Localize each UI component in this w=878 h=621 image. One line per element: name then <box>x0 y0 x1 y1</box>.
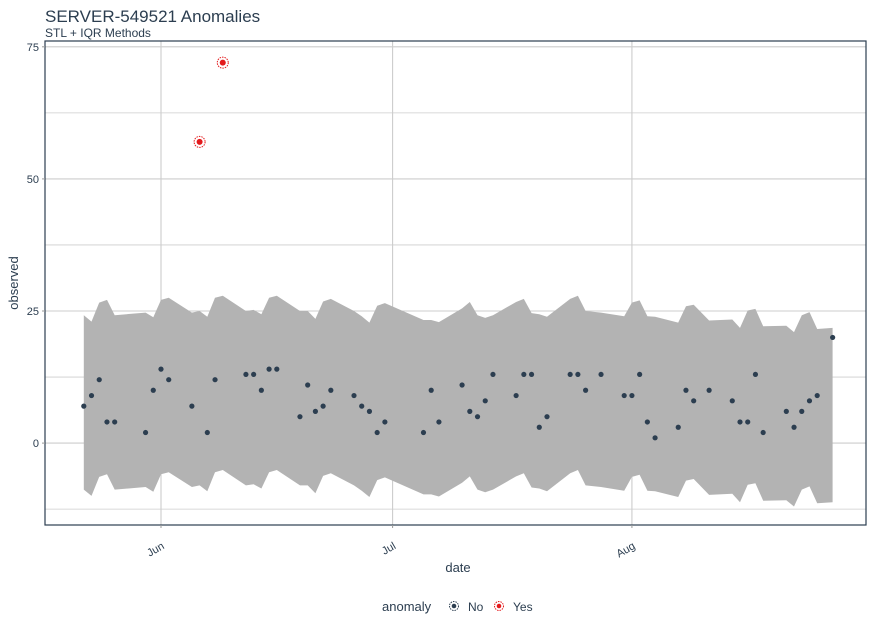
data-point <box>251 371 257 378</box>
legend-key-no <box>449 601 459 611</box>
band-area <box>83 295 833 507</box>
x-tick-label: Jun <box>145 540 166 559</box>
data-point <box>598 371 604 378</box>
data-point <box>575 371 581 378</box>
legend-yes-point-icon <box>496 603 502 609</box>
data-point <box>621 392 627 399</box>
chart-title: SERVER-549521 Anomalies <box>45 7 260 26</box>
data-point <box>528 371 535 378</box>
data-point <box>382 419 388 425</box>
legend-no-point-icon <box>451 603 457 609</box>
x-tick-label: Aug <box>614 540 637 560</box>
data-point <box>791 424 797 430</box>
panel-border <box>44 40 867 526</box>
data-point <box>459 382 465 388</box>
data-point <box>158 366 164 372</box>
y-axis-ticks: 0 25 50 75 <box>27 42 45 450</box>
y-axis-title: observed <box>6 256 21 309</box>
data-point <box>274 366 280 372</box>
data-point <box>81 403 87 409</box>
data-point <box>266 366 272 372</box>
data-point <box>729 398 735 404</box>
data-point <box>752 371 759 378</box>
legend-key-yes <box>494 601 504 611</box>
x-axis-ticks: Jun Jul Aug <box>145 525 637 560</box>
data-point <box>474 414 481 420</box>
data-point <box>513 392 519 399</box>
data-point <box>204 429 210 436</box>
data-point <box>305 382 311 388</box>
legend-title: anomaly <box>382 599 432 614</box>
data-point <box>830 334 836 341</box>
data-point <box>799 408 805 414</box>
data-point <box>644 419 650 425</box>
legend-label-no: No <box>468 600 484 614</box>
data-point <box>428 387 434 393</box>
x-tick-label: Jul <box>380 540 398 557</box>
data-point <box>814 392 820 399</box>
data-point <box>675 424 681 430</box>
data-point <box>328 387 334 393</box>
data-point <box>482 398 488 404</box>
data-point <box>652 435 658 441</box>
y-tick-label: 0 <box>33 438 39 450</box>
anomaly-point <box>193 135 206 148</box>
data-point <box>583 387 589 393</box>
data-point <box>536 424 542 430</box>
y-tick-label: 75 <box>27 42 39 54</box>
data-point <box>706 387 712 393</box>
confidence-band <box>83 295 833 507</box>
data-point <box>258 387 264 393</box>
anomaly-dot <box>196 138 203 145</box>
data-point <box>745 419 751 425</box>
data-point <box>104 419 110 425</box>
data-point <box>806 398 813 404</box>
data-point <box>88 392 95 399</box>
data-point <box>691 398 697 404</box>
x-axis-title: date <box>445 560 470 575</box>
legend-yes-ring-icon <box>494 601 504 611</box>
legend: anomaly No Yes <box>382 599 533 614</box>
data-point <box>760 429 766 436</box>
data-point <box>320 403 326 409</box>
y-tick-label: 50 <box>27 174 39 186</box>
data-point <box>166 377 172 383</box>
data-point <box>112 419 118 425</box>
data-point <box>312 408 318 414</box>
data-point <box>490 371 496 378</box>
data-point <box>683 387 689 393</box>
data-point <box>783 408 789 414</box>
data-points <box>81 56 836 441</box>
data-point <box>96 377 102 383</box>
data-point <box>189 403 195 409</box>
data-point <box>467 408 473 414</box>
legend-no-ring-icon <box>449 601 459 611</box>
data-point <box>737 419 743 425</box>
data-point <box>366 408 373 414</box>
data-point <box>297 414 303 420</box>
data-point <box>637 371 643 378</box>
data-point <box>629 392 635 399</box>
data-point <box>374 429 380 436</box>
data-point <box>212 377 218 383</box>
anomaly-point <box>216 56 229 69</box>
anomaly-dot <box>219 59 226 66</box>
data-point <box>150 387 156 393</box>
y-tick-label: 25 <box>27 306 39 318</box>
legend-label-yes: Yes <box>513 600 533 614</box>
data-point <box>243 371 249 378</box>
data-point <box>436 419 442 425</box>
data-point <box>544 414 550 420</box>
data-point <box>359 403 365 409</box>
data-point <box>142 429 149 436</box>
data-point <box>521 371 527 378</box>
data-point <box>420 429 427 436</box>
chart-subtitle: STL + IQR Methods <box>45 26 151 40</box>
data-point <box>351 392 357 399</box>
data-point <box>567 371 573 378</box>
